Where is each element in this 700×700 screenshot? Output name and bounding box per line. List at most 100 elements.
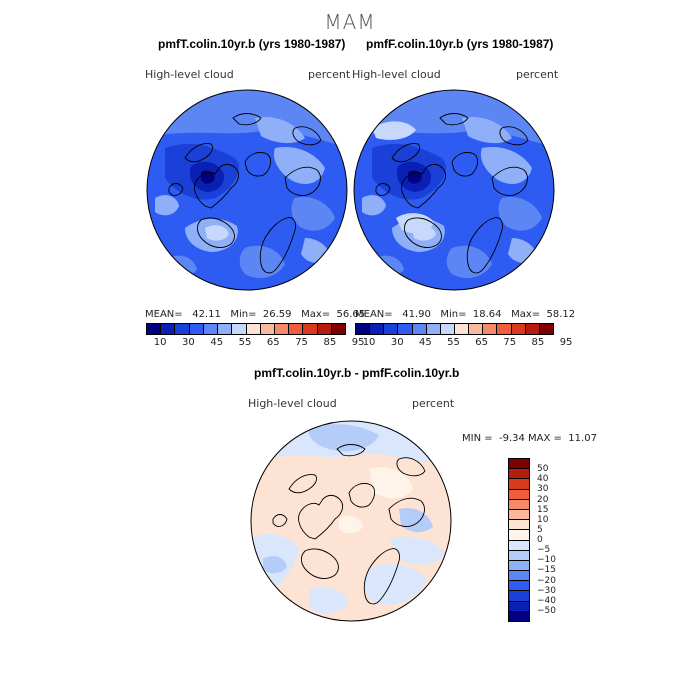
diff-units-label: percent bbox=[412, 397, 455, 410]
diff-colorbar-swatch bbox=[509, 489, 529, 500]
colorbar-swatch bbox=[525, 324, 540, 334]
colorbar-tick-label: 30 bbox=[182, 337, 195, 348]
colorbar-tick-label: 55 bbox=[447, 337, 460, 348]
colorbar-swatch bbox=[331, 324, 346, 334]
colorbar-swatch bbox=[370, 324, 385, 334]
diff-colorbar-swatch bbox=[509, 550, 529, 561]
diff-colorbar-swatch bbox=[509, 581, 529, 592]
mean-label: MEAN= bbox=[355, 309, 393, 320]
min-label: Min= bbox=[440, 309, 467, 320]
diff-colorbar-swatch bbox=[509, 459, 529, 470]
colorbar-swatch bbox=[412, 324, 427, 334]
diff-colorbar-tick-label: −30 bbox=[537, 585, 556, 596]
colorbar-swatch bbox=[497, 324, 512, 334]
mean-label: MEAN= bbox=[145, 309, 183, 320]
diff-colorbar-tick-label: 0 bbox=[537, 535, 543, 545]
panel2-units-label: percent bbox=[516, 68, 559, 81]
diff-colorbar-tick-label: 40 bbox=[537, 474, 549, 485]
colorbar-swatch bbox=[218, 324, 233, 334]
diff-colorbar-swatch bbox=[509, 530, 529, 541]
panel2-title: pmfF.colin.10yr.b (yrs 1980-1987) bbox=[366, 37, 554, 51]
diff-variable-label: High-level cloud bbox=[248, 397, 337, 410]
colorbar-swatch bbox=[356, 324, 371, 334]
colorbar-tick-label: 75 bbox=[295, 337, 308, 348]
colorbar-swatch bbox=[289, 324, 304, 334]
panel2-variable-label: High-level cloud bbox=[352, 68, 441, 81]
diff-colorbar-labels: 50 40 30 20 15 10 5 0 −5 −10 −15 −20 −30 −40 −50 bbox=[537, 458, 577, 622]
colorbar-tick-label: 75 bbox=[503, 337, 517, 348]
max-label: Max= bbox=[511, 309, 541, 320]
diff-colorbar-swatch bbox=[509, 509, 529, 521]
diff-colorbar-tick-label: 10 bbox=[537, 514, 549, 525]
panel1-stats: MEAN= 42.11 Min= 26.59 Max= 56.65 bbox=[145, 309, 365, 320]
colorbar-tick-label: 85 bbox=[323, 337, 337, 348]
min-value: 26.59 bbox=[262, 309, 292, 320]
diff-colorbar-swatch bbox=[509, 520, 529, 531]
diff-colorbar-tick-label: 5 bbox=[537, 524, 543, 535]
diff-colorbar-tick-label: −10 bbox=[537, 555, 556, 566]
max-value: 58.12 bbox=[546, 309, 576, 320]
colorbar-tick-label: 95 bbox=[559, 337, 573, 348]
max-label: Max= bbox=[301, 309, 331, 320]
panel1-polar-map bbox=[146, 89, 348, 291]
panel2-colorbar bbox=[355, 323, 554, 335]
colorbar-tick-label: 95 bbox=[351, 337, 365, 348]
colorbar-swatch bbox=[539, 324, 553, 334]
colorbar-swatch bbox=[483, 324, 498, 334]
diff-colorbar-swatch bbox=[509, 540, 529, 551]
colorbar-swatch bbox=[246, 324, 261, 334]
colorbar-swatch bbox=[303, 324, 318, 334]
max-value: 56.65 bbox=[336, 309, 366, 320]
diff-colorbar-tick-label: −40 bbox=[537, 595, 556, 606]
panel2-polar-map bbox=[353, 89, 555, 291]
colorbar-swatch bbox=[398, 324, 413, 334]
colorbar-swatch bbox=[147, 324, 162, 334]
colorbar-tick-label: 65 bbox=[475, 337, 489, 348]
diff-colorbar-tick-label: −20 bbox=[537, 575, 556, 586]
panel1-variable-label: High-level cloud bbox=[145, 68, 234, 81]
colorbar-tick-label: 45 bbox=[418, 337, 432, 348]
min-label: Min= bbox=[230, 309, 257, 320]
diff-colorbar-swatch bbox=[509, 591, 529, 602]
colorbar-swatch bbox=[161, 324, 176, 334]
colorbar-swatch bbox=[274, 324, 290, 334]
colorbar-tick-label: 85 bbox=[531, 337, 545, 348]
colorbar-tick-label: 10 bbox=[362, 337, 376, 348]
diff-colorbar-swatch bbox=[509, 571, 529, 582]
panel1-colorbar bbox=[146, 323, 346, 335]
colorbar-swatch bbox=[203, 324, 219, 334]
colorbar-swatch bbox=[440, 324, 455, 334]
diff-colorbar-tick-label: −5 bbox=[537, 545, 551, 556]
diff-title: pmfT.colin.10yr.b - pmfF.colin.10yr.b bbox=[254, 366, 460, 380]
diff-colorbar-swatch bbox=[509, 499, 529, 510]
colorbar-swatch bbox=[317, 324, 332, 334]
diff-colorbar-swatch bbox=[509, 601, 529, 612]
diff-colorbar-swatch bbox=[509, 469, 529, 480]
colorbar-tick-label: 10 bbox=[153, 337, 167, 348]
diff-colorbar-swatch bbox=[509, 479, 529, 490]
colorbar-tick-label: 45 bbox=[210, 337, 224, 348]
diff-colorbar bbox=[508, 458, 530, 622]
panel1-units-label: percent bbox=[308, 68, 351, 81]
diff-max-label: MAX = bbox=[528, 433, 562, 444]
diff-polar-map bbox=[250, 420, 452, 622]
colorbar-swatch bbox=[232, 324, 247, 334]
diff-min-value: -9.34 bbox=[498, 433, 525, 444]
colorbar-swatch bbox=[511, 324, 526, 334]
diff-colorbar-swatch bbox=[509, 560, 529, 572]
colorbar-swatch bbox=[175, 324, 190, 334]
min-value: 18.64 bbox=[472, 309, 502, 320]
panel1-title: pmfT.colin.10yr.b (yrs 1980-1987) bbox=[158, 37, 346, 51]
season-title: MAM bbox=[324, 10, 376, 34]
diff-colorbar-tick-label: 15 bbox=[537, 504, 549, 515]
diff-colorbar-tick-label: 20 bbox=[537, 494, 549, 505]
colorbar-swatch bbox=[469, 324, 484, 334]
diff-colorbar-tick-label: −50 bbox=[537, 605, 556, 616]
colorbar-tick-label: 65 bbox=[266, 337, 280, 348]
mean-value: 41.90 bbox=[402, 309, 431, 320]
colorbar-swatch bbox=[454, 324, 470, 334]
diff-colorbar-swatch bbox=[509, 611, 529, 621]
colorbar-swatch bbox=[384, 324, 399, 334]
diff-max-value: 11.07 bbox=[568, 433, 597, 444]
colorbar-tick-label: 55 bbox=[238, 337, 252, 348]
